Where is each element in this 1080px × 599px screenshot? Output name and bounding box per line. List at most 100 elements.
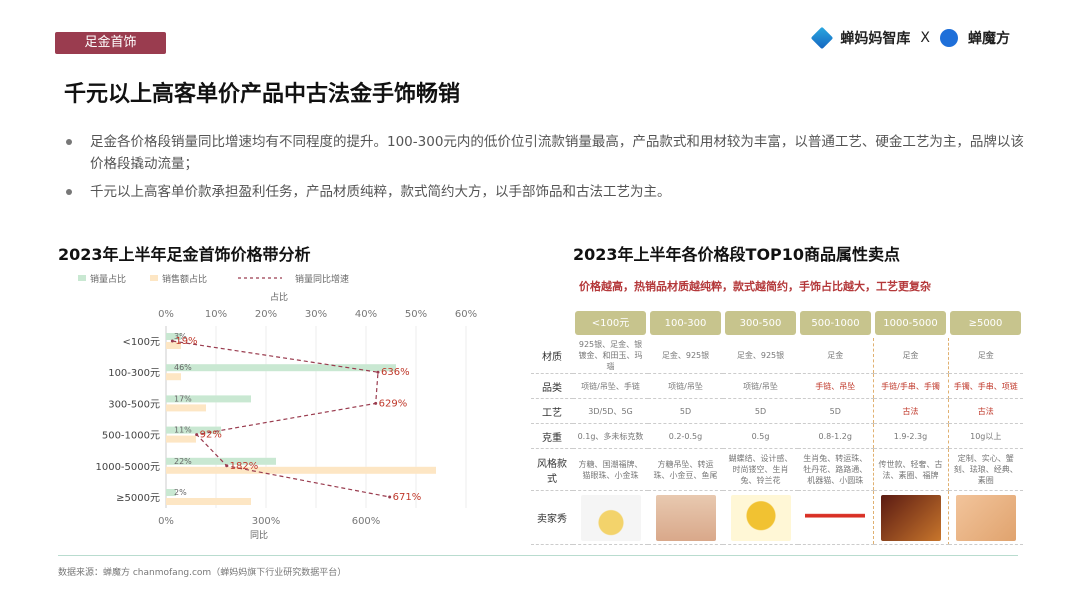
row-label: 风格款式 <box>531 448 573 491</box>
growth-point <box>195 433 199 437</box>
table-cell: 手镯、手串、项链 <box>948 373 1023 399</box>
table-cell: 足金 <box>872 338 949 374</box>
product-image <box>723 490 798 545</box>
necklace-image-icon <box>580 494 641 541</box>
top-axis-tick: 20% <box>255 309 277 320</box>
volume-data-label: 3% <box>174 332 187 341</box>
bullet-item: 千元以上高客单价款承担盈利任务，产品材质纯粹，款式简约大方，以手部饰品和古法工艺… <box>64 181 1024 203</box>
product-image <box>872 490 949 545</box>
category-label: 300-500元 <box>108 399 160 410</box>
wrist-bangle-image-icon <box>955 494 1016 541</box>
section-tag: 足金首饰 <box>55 32 166 54</box>
brand2-name: 蝉魔方 <box>968 31 1010 47</box>
top-axis-tick: 10% <box>205 309 227 320</box>
top-axis-tick: 50% <box>405 309 427 320</box>
data-source: 数据来源：蝉魔方 chanmofang.com（蝉妈妈旗下行业研究数据平台） <box>58 568 347 578</box>
table-title: 2023年上半年各价格段TOP10商品属性卖点 <box>573 245 901 264</box>
table-cell: 0.8-1.2g <box>798 423 873 449</box>
legend-growth-label: 销量同比增速 <box>295 273 349 285</box>
growth-point <box>225 464 229 468</box>
table-cell: 5D <box>798 398 873 424</box>
growth-data-label: 629% <box>379 398 408 409</box>
volume-bar <box>166 489 176 496</box>
growth-point <box>376 370 380 374</box>
pendant-image-icon <box>655 494 716 541</box>
table-cell: 3D/5D、5G <box>573 398 648 424</box>
table-cell: 925银、足金、银镀金、和田玉、玛瑙 <box>573 338 648 374</box>
sales-bar <box>166 404 206 412</box>
category-label: <100元 <box>123 337 160 348</box>
category-label: 100-300元 <box>108 368 160 379</box>
chart-title: 2023年上半年足金首饰价格带分析 <box>58 245 311 264</box>
price-header-cell: 100-300 <box>648 310 723 338</box>
growth-data-label: 636% <box>381 367 410 378</box>
table-cell: 传世款、轻奢、古法、素圈、福牌 <box>872 448 949 491</box>
sales-bar <box>166 342 181 349</box>
price-header-cell: 300-500 <box>723 310 798 338</box>
volume-bar <box>166 333 181 340</box>
growth-data-label: 19% <box>175 336 197 347</box>
table-cell: 定制、实心、蟹刻、珐琅、经典、素圈 <box>948 448 1023 491</box>
table-cell: 项链/吊坠、手链 <box>573 373 648 399</box>
table-cell: 生肖兔、转运珠、牡丹花、路路通、机器猫、小圆珠 <box>798 448 873 491</box>
bottom-axis-label: 同比 <box>250 529 268 541</box>
page-title: 千元以上高客单价产品中古法金手饰畅销 <box>64 82 461 107</box>
table-cell: 足金、925银 <box>723 338 798 374</box>
table-cell: 1.9-2.3g <box>872 423 949 449</box>
table-cell: 0.2-0.5g <box>648 423 723 449</box>
table-cell: 蝴蝶结、设计感、时尚镂空、生肖兔、铃兰花 <box>723 448 798 491</box>
table-cell: 古法 <box>948 398 1023 424</box>
sales-bar <box>166 498 251 505</box>
bracelet-image-icon <box>805 494 866 541</box>
summary-bullets: 足金各价格段销量同比增速均有不同程度的提升。100-300元内的低价位引流款销量… <box>64 131 1024 209</box>
price-band-chart: 销量占比 销售额占比 销量同比增速 占比 0% 10% 20% 30% 40% 50% 60… <box>78 273 477 541</box>
growth-data-label: 182% <box>230 461 259 472</box>
top-axis-tick: 60% <box>455 309 477 320</box>
legend-swatch-volume <box>78 275 86 281</box>
table-cell: 5D <box>723 398 798 424</box>
row-label: 卖家秀 <box>531 490 573 545</box>
growth-point <box>170 339 174 343</box>
product-image <box>648 490 723 545</box>
bottom-axis-tick: 600% <box>352 516 381 527</box>
product-image <box>798 490 873 545</box>
footer-divider <box>58 555 1018 556</box>
category-label: ≥5000元 <box>116 493 160 504</box>
table-cell: 0.1g、多未标克数 <box>573 423 648 449</box>
bow-pendant-image-icon <box>730 494 791 541</box>
attribute-table: <100元 100-300 300-500 500-1000 1000-5000… <box>531 310 1023 545</box>
table-cell: 足金、925银 <box>648 338 723 374</box>
top-axis-tick: 40% <box>355 309 377 320</box>
sales-bar <box>166 435 196 443</box>
growth-data-label: 92% <box>200 430 222 441</box>
price-header-cell: <100元 <box>573 310 648 338</box>
brand1-name: 蝉妈妈智库 <box>840 31 911 47</box>
growth-data-label: 671% <box>393 492 422 503</box>
legend-sales-label: 销售额占比 <box>162 273 207 285</box>
bullet-item: 足金各价格段销量同比增速均有不同程度的提升。100-300元内的低价位引流款销量… <box>64 131 1024 175</box>
table-cell: 足金 <box>948 338 1023 374</box>
price-header-cell: ≥5000 <box>948 310 1023 338</box>
table-cell: 方糖、国潮福牌、猫眼珠、小金珠 <box>573 448 648 491</box>
table-cell: 手链、吊坠 <box>798 373 873 399</box>
growth-point <box>388 495 392 499</box>
volume-data-label: 22% <box>174 457 192 466</box>
product-image <box>948 490 1023 545</box>
brand-logos: 蝉妈妈智库 X 蝉魔方 <box>811 26 1010 50</box>
growth-line <box>172 340 390 498</box>
top-axis-tick: 30% <box>305 309 327 320</box>
sales-bar <box>166 466 436 474</box>
price-header-cell: 500-1000 <box>798 310 873 338</box>
product-image <box>573 490 648 545</box>
category-label: 500-1000元 <box>102 431 160 442</box>
row-label: 克重 <box>531 423 573 449</box>
volume-bar <box>166 364 396 372</box>
chanmama-logo-icon <box>811 26 834 50</box>
table-cell: 古法 <box>872 398 949 424</box>
chart-legend: 销量占比 销售额占比 销量同比增速 <box>78 273 349 285</box>
volume-data-label: 17% <box>174 394 192 403</box>
table-cell: 5D <box>648 398 723 424</box>
volume-bar <box>166 395 251 403</box>
table-subtitle: 价格越高，热销品材质越纯粹，款式越简约，手饰占比越大，工艺更复杂 <box>579 280 931 293</box>
row-label: 材质 <box>531 338 573 374</box>
